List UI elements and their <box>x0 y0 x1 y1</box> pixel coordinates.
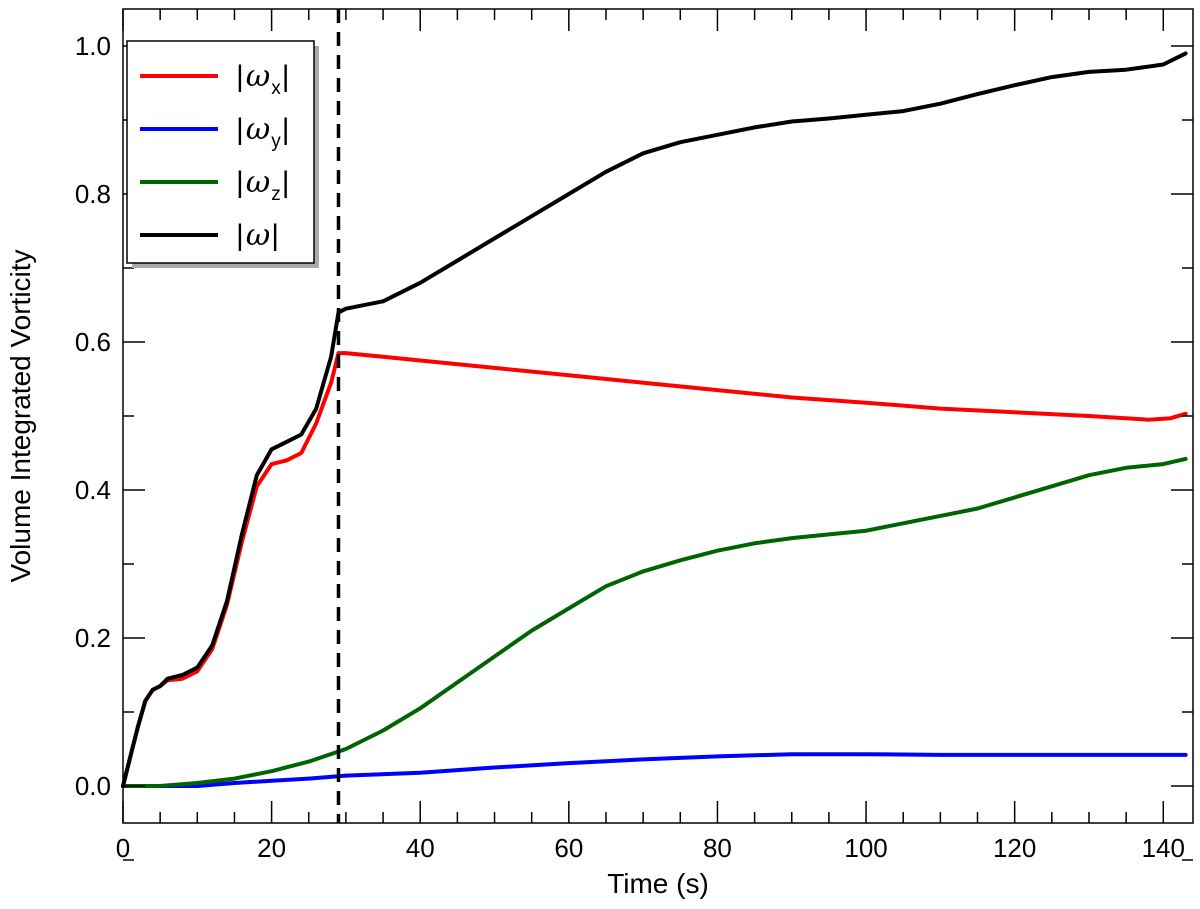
x-tick-label: 60 <box>554 833 583 863</box>
x-axis-label: Time (s) <box>607 868 709 899</box>
x-tick-label: 120 <box>993 833 1036 863</box>
legend-label-total: |ω| <box>236 218 279 253</box>
y-tick-label: 1.0 <box>75 31 111 61</box>
legend-label-x: |ωx| <box>236 59 290 99</box>
y-axis-label: Volume Integrated Vorticity <box>5 249 36 582</box>
x-tick-label: 140 <box>1142 833 1185 863</box>
y-tick-label: 0.0 <box>75 771 111 801</box>
x-tick-label: 40 <box>406 833 435 863</box>
series-line-y <box>121 752 1188 788</box>
legend: |ωx| |ωy| |ωz| |ω| <box>126 40 319 268</box>
y-tick-label: 0.8 <box>75 179 111 209</box>
x-tick-label: 80 <box>703 833 732 863</box>
y-tick-label: 0.2 <box>75 623 111 653</box>
y-tick-label: 0.4 <box>75 475 111 505</box>
y-tick-label: 0.6 <box>75 327 111 357</box>
series-layer <box>121 51 1188 788</box>
legend-label-y: |ωy| <box>236 112 290 152</box>
series-line-z <box>121 456 1188 788</box>
x-tick-label: 0 <box>116 833 130 863</box>
legend-label-z: |ωz| <box>236 165 290 205</box>
tick-label-layer: 0 20 40 60 80 100 120 140 0.0 0.2 0.4 0.6 0.8 1.0 <box>75 31 1185 863</box>
x-tick-label: 20 <box>257 833 286 863</box>
x-tick-label: 100 <box>844 833 887 863</box>
series-line-total <box>121 51 1188 788</box>
